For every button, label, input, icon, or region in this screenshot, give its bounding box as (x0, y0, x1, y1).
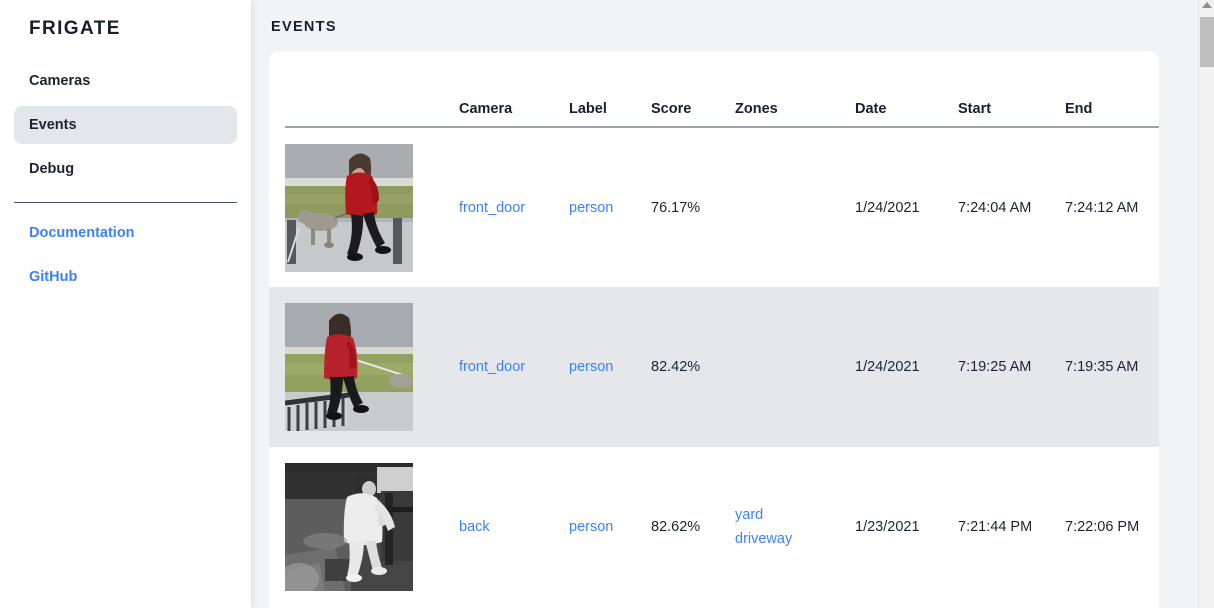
sidebar: FRIGATE Cameras Events Debug Documentati… (0, 0, 251, 608)
event-camera-link[interactable]: front_door (459, 359, 526, 375)
event-end-cell: 7:24:12 AM (1065, 199, 1139, 216)
table-row[interactable]: front_door person 76.17% 1/24/2021 7:24:… (269, 127, 1159, 287)
row-spacer-left (269, 447, 285, 607)
scroll-up-arrow-icon[interactable] (1202, 2, 1212, 8)
table-header-zones: Zones (735, 51, 855, 128)
sidebar-divider (14, 202, 237, 203)
event-start-cell: 7:21:44 PM (958, 519, 1033, 535)
event-end-cell: 7:19:35 AM (1065, 359, 1139, 375)
event-camera-cell[interactable]: front_door (459, 127, 569, 287)
table-header-camera: Camera (459, 51, 569, 128)
sidebar-item-cameras[interactable]: Cameras (29, 73, 91, 89)
sidebar-nav: Cameras Events Debug Documentation GitHu… (0, 62, 251, 295)
event-camera-link[interactable]: back (459, 519, 490, 535)
page-scrollbar[interactable] (1198, 0, 1214, 608)
event-date-cell: 1/24/2021 (855, 359, 920, 375)
event-date-cell: 1/23/2021 (855, 519, 920, 535)
event-zones-cell (735, 127, 855, 287)
events-table: Camera Label Score Zones Date Start End (269, 51, 1159, 607)
sidebar-link-documentation[interactable]: Documentation (29, 225, 135, 241)
event-thumbnail-cell[interactable] (285, 127, 459, 287)
event-camera-cell[interactable]: front_door (459, 287, 569, 447)
table-row[interactable]: front_door person 82.42% 1/24/2021 7:19:… (269, 287, 1159, 447)
table-header-start: Start (958, 51, 1065, 128)
event-label-link[interactable]: person (569, 519, 614, 535)
event-camera-cell[interactable]: back (459, 447, 569, 607)
table-header-date: Date (855, 51, 958, 128)
app-brand-title: FRIGATE (29, 18, 121, 39)
table-header-score: Score (651, 51, 735, 128)
event-label-link[interactable]: person (569, 359, 614, 375)
row-spacer-left (269, 127, 285, 287)
event-zones-cell (735, 287, 855, 447)
sidebar-item-debug[interactable]: Debug (29, 161, 75, 177)
table-row[interactable]: back person 82.62% yard driveway 1/23/20… (269, 447, 1159, 607)
event-zones-cell[interactable]: yard driveway (735, 447, 855, 607)
event-thumbnail-cell[interactable] (285, 447, 459, 607)
event-start-cell: 7:19:25 AM (958, 359, 1032, 375)
event-end-cell: 7:22:06 PM (1065, 519, 1140, 535)
event-score-cell: 82.42% (651, 359, 701, 375)
event-score-cell: 76.17% (651, 199, 701, 216)
table-header-spacer-left (269, 51, 285, 127)
event-label-cell[interactable]: person (569, 287, 651, 447)
event-thumbnail-image-3[interactable] (285, 463, 413, 591)
event-start-cell: 7:24:04 AM (958, 199, 1032, 216)
table-header-thumbnail (285, 51, 459, 128)
sidebar-item-events[interactable]: Events (14, 106, 237, 144)
event-zone-link-driveway[interactable]: driveway (735, 531, 793, 547)
event-thumbnail-image-1[interactable] (285, 143, 413, 272)
event-thumbnail-image-2[interactable] (285, 303, 413, 431)
table-header-row: Camera Label Score Zones Date Start End (269, 51, 1159, 128)
event-date-cell: 1/24/2021 (855, 199, 920, 216)
event-zone-link-yard[interactable]: yard (735, 507, 764, 523)
event-label-link[interactable]: person (569, 199, 614, 216)
row-spacer-left (269, 287, 285, 447)
table-header-label: Label (569, 51, 651, 128)
events-card: Camera Label Score Zones Date Start End (269, 51, 1159, 608)
scrollbar-thumb[interactable] (1200, 17, 1214, 67)
event-score-cell: 82.62% (651, 519, 701, 535)
page-title: EVENTS (271, 19, 337, 35)
event-camera-link[interactable]: front_door (459, 199, 526, 216)
table-header-end: End (1065, 51, 1159, 128)
main-content: EVENTS Camera Label Score Zones Date (251, 0, 1214, 608)
sidebar-link-github[interactable]: GitHub (29, 269, 78, 285)
event-thumbnail-cell[interactable] (285, 287, 459, 447)
event-label-cell[interactable]: person (569, 447, 651, 607)
events-table-body: front_door person 76.17% 1/24/2021 7:24:… (269, 127, 1159, 607)
event-label-cell[interactable]: person (569, 127, 651, 287)
